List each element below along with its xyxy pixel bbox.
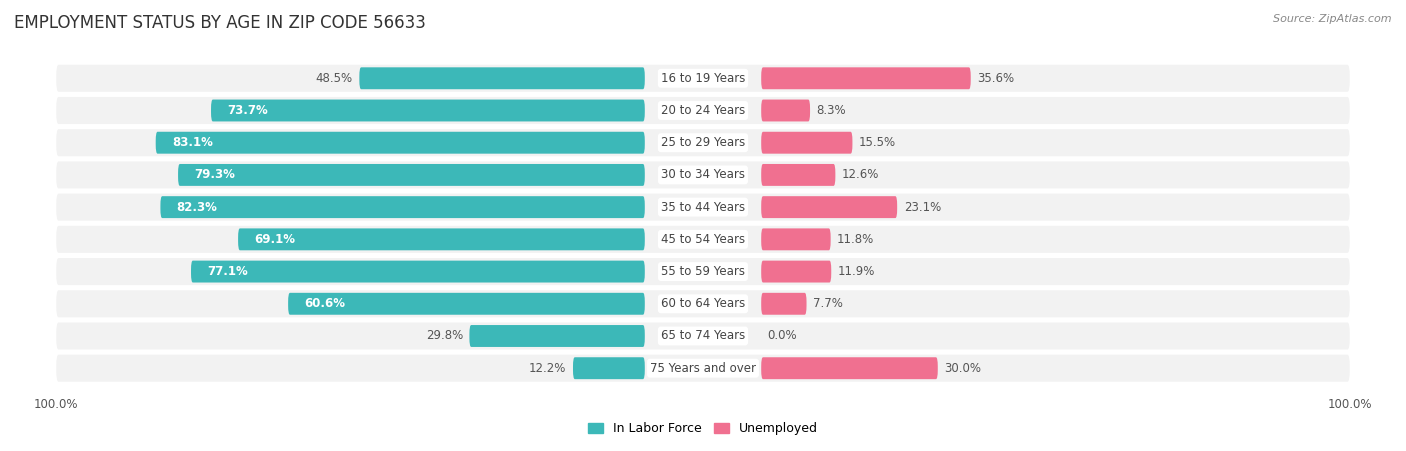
FancyBboxPatch shape bbox=[761, 228, 831, 250]
Text: 29.8%: 29.8% bbox=[426, 330, 463, 342]
Text: 7.7%: 7.7% bbox=[813, 297, 842, 310]
Text: 25 to 29 Years: 25 to 29 Years bbox=[661, 136, 745, 149]
Text: 55 to 59 Years: 55 to 59 Years bbox=[661, 265, 745, 278]
FancyBboxPatch shape bbox=[56, 290, 1350, 318]
Text: 35 to 44 Years: 35 to 44 Years bbox=[661, 201, 745, 214]
Legend: In Labor Force, Unemployed: In Labor Force, Unemployed bbox=[583, 417, 823, 440]
FancyBboxPatch shape bbox=[761, 100, 810, 121]
Text: 48.5%: 48.5% bbox=[316, 72, 353, 85]
FancyBboxPatch shape bbox=[56, 354, 1350, 382]
FancyBboxPatch shape bbox=[761, 164, 835, 186]
Text: 12.6%: 12.6% bbox=[842, 168, 879, 181]
Text: 69.1%: 69.1% bbox=[254, 233, 295, 246]
FancyBboxPatch shape bbox=[761, 196, 897, 218]
Text: 30 to 34 Years: 30 to 34 Years bbox=[661, 168, 745, 181]
Text: 79.3%: 79.3% bbox=[194, 168, 235, 181]
Text: 11.9%: 11.9% bbox=[838, 265, 875, 278]
Text: 12.2%: 12.2% bbox=[529, 362, 567, 375]
FancyBboxPatch shape bbox=[470, 325, 645, 347]
Text: Source: ZipAtlas.com: Source: ZipAtlas.com bbox=[1274, 14, 1392, 23]
Text: 0.0%: 0.0% bbox=[768, 330, 797, 342]
FancyBboxPatch shape bbox=[56, 97, 1350, 124]
FancyBboxPatch shape bbox=[761, 67, 970, 89]
Text: 30.0%: 30.0% bbox=[945, 362, 981, 375]
FancyBboxPatch shape bbox=[288, 293, 645, 315]
FancyBboxPatch shape bbox=[56, 322, 1350, 350]
FancyBboxPatch shape bbox=[160, 196, 645, 218]
Text: 60 to 64 Years: 60 to 64 Years bbox=[661, 297, 745, 310]
Text: 83.1%: 83.1% bbox=[172, 136, 212, 149]
Text: 16 to 19 Years: 16 to 19 Years bbox=[661, 72, 745, 85]
Text: 8.3%: 8.3% bbox=[817, 104, 846, 117]
FancyBboxPatch shape bbox=[761, 357, 938, 379]
Text: EMPLOYMENT STATUS BY AGE IN ZIP CODE 56633: EMPLOYMENT STATUS BY AGE IN ZIP CODE 566… bbox=[14, 14, 426, 32]
FancyBboxPatch shape bbox=[56, 226, 1350, 253]
FancyBboxPatch shape bbox=[56, 161, 1350, 189]
FancyBboxPatch shape bbox=[238, 228, 645, 250]
Text: 77.1%: 77.1% bbox=[207, 265, 247, 278]
FancyBboxPatch shape bbox=[574, 357, 645, 379]
FancyBboxPatch shape bbox=[179, 164, 645, 186]
FancyBboxPatch shape bbox=[211, 100, 645, 121]
FancyBboxPatch shape bbox=[761, 261, 831, 282]
Text: 23.1%: 23.1% bbox=[904, 201, 941, 214]
Text: 75 Years and over: 75 Years and over bbox=[650, 362, 756, 375]
Text: 35.6%: 35.6% bbox=[977, 72, 1014, 85]
FancyBboxPatch shape bbox=[360, 67, 645, 89]
Text: 82.3%: 82.3% bbox=[177, 201, 218, 214]
FancyBboxPatch shape bbox=[56, 129, 1350, 156]
Text: 45 to 54 Years: 45 to 54 Years bbox=[661, 233, 745, 246]
FancyBboxPatch shape bbox=[191, 261, 645, 282]
FancyBboxPatch shape bbox=[56, 258, 1350, 285]
FancyBboxPatch shape bbox=[56, 193, 1350, 221]
Text: 11.8%: 11.8% bbox=[837, 233, 875, 246]
Text: 73.7%: 73.7% bbox=[228, 104, 269, 117]
Text: 65 to 74 Years: 65 to 74 Years bbox=[661, 330, 745, 342]
FancyBboxPatch shape bbox=[156, 132, 645, 154]
Text: 60.6%: 60.6% bbox=[304, 297, 346, 310]
Text: 20 to 24 Years: 20 to 24 Years bbox=[661, 104, 745, 117]
FancyBboxPatch shape bbox=[761, 132, 852, 154]
FancyBboxPatch shape bbox=[56, 65, 1350, 92]
FancyBboxPatch shape bbox=[761, 293, 807, 315]
Text: 15.5%: 15.5% bbox=[859, 136, 896, 149]
